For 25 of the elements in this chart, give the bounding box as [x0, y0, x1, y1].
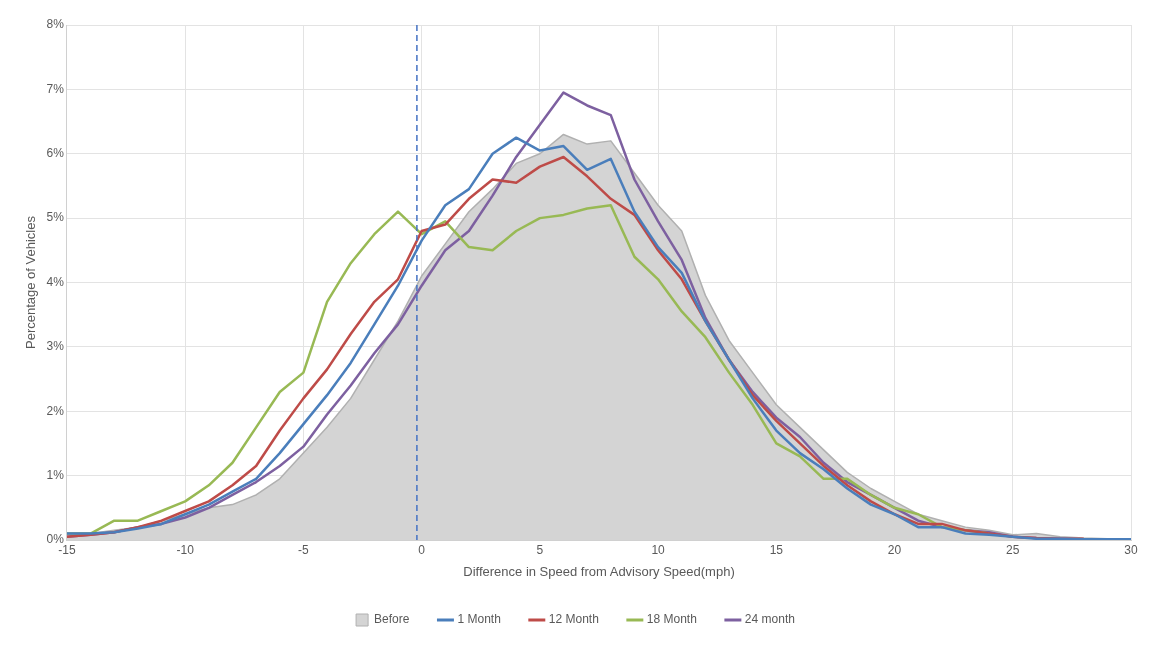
y-tick-label: 2%: [46, 403, 65, 418]
y-tick-label: 8%: [46, 17, 65, 32]
legend-label: 24 month: [744, 612, 795, 627]
legend-label: Before: [374, 612, 410, 627]
y-axis-title: Percentage of Vehicles: [23, 215, 39, 349]
x-tick-label: 10: [651, 542, 666, 557]
legend-label: 12 Month: [548, 612, 599, 627]
y-tick-label: 7%: [46, 81, 65, 96]
y-tick-label: 4%: [46, 274, 65, 289]
x-tick-label: -5: [298, 542, 310, 557]
x-tick-label: 20: [887, 542, 902, 557]
legend-label: 18 Month: [646, 612, 697, 627]
y-tick-label: 1%: [46, 467, 65, 482]
x-tick-label: 30: [1124, 542, 1138, 557]
x-tick-label: 5: [536, 542, 544, 557]
x-tick-label: 0: [418, 542, 426, 557]
x-axis-title: Difference in Speed from Advisory Speed(mph): [463, 563, 735, 579]
x-tick-label: 15: [769, 542, 784, 557]
y-tick-label: 3%: [46, 339, 65, 354]
y-tick-label: 5%: [46, 210, 65, 225]
x-tick-label: 25: [1006, 542, 1020, 557]
legend-label: 1 Month: [457, 612, 501, 627]
y-tick-label: 6%: [46, 146, 65, 161]
x-tick-label: -10: [176, 542, 195, 557]
x-tick-label: -15: [58, 542, 76, 557]
